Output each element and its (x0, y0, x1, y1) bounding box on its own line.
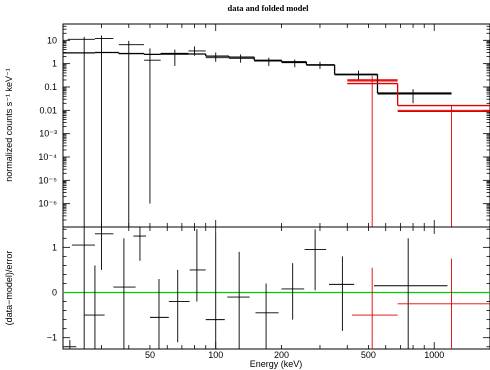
top-series-3 (347, 79, 490, 113)
top-series-0 (67, 35, 452, 227)
bottom-y-tick-marks (63, 228, 490, 348)
residual-point (281, 263, 305, 320)
data-point (144, 48, 161, 204)
data-point (160, 49, 189, 66)
top-y-tick-label: 10 (47, 35, 57, 45)
residual-point (255, 283, 279, 349)
residual-point (168, 269, 190, 343)
data-point (397, 106, 490, 227)
bottom-panel-frame (62, 226, 490, 350)
top-y-tick-label: 0.1 (44, 82, 57, 92)
residual-point (84, 265, 105, 349)
residual-point (351, 267, 398, 349)
top-y-tick-label: 10⁻⁴ (38, 152, 57, 162)
top-panel: 10 1 0.1 0.01 10⁻³ 10⁻⁴ 10⁻⁵ 10⁻⁶ (38, 23, 490, 228)
top-y-tick-label: 0.01 (39, 105, 57, 115)
x-axis-label: Energy (keV) (250, 359, 303, 369)
top-series-2 (63, 51, 452, 94)
top-y-axis-label: normalized counts s⁻¹ keV⁻¹ (4, 68, 14, 182)
bottom-y-axis-label: (data−model)/error (4, 251, 14, 326)
data-point (228, 54, 255, 63)
top-y-tick-label: 10⁻⁵ (39, 175, 58, 185)
bottom-y-tick-label: −1 (47, 333, 57, 343)
top-y-tick-marks (63, 23, 490, 228)
residual-point (113, 238, 136, 349)
data-point (281, 59, 307, 68)
residual-point (65, 339, 77, 349)
residual-point (205, 233, 225, 349)
top-y-tick-label: 10⁻⁶ (39, 199, 58, 209)
residual-point (397, 258, 490, 349)
x-tick-marks (62, 24, 435, 349)
data-point (377, 89, 452, 104)
top-panel-frame (62, 23, 490, 228)
bottom-y-tick-label: 1 (52, 242, 57, 252)
chart-title: data and folded model (228, 3, 310, 13)
residual-point (304, 229, 327, 291)
residual-series-0 (65, 227, 448, 349)
data-point (334, 70, 378, 80)
x-tick-label: 100 (208, 350, 223, 360)
bottom-y-tick-label: 0 (52, 288, 57, 298)
data-point (118, 40, 145, 227)
x-tick-label: 1000 (424, 350, 444, 360)
residual-point (149, 278, 169, 349)
bottom-panel: 1 0 −1 (47, 226, 490, 350)
data-point (254, 57, 282, 66)
data-point (347, 75, 398, 227)
residual-point (329, 256, 355, 331)
top-series-1 (347, 75, 490, 227)
x-tick-label: 50 (145, 350, 155, 360)
x-tick-label: 200 (274, 350, 289, 360)
residual-series-1 (351, 258, 490, 349)
residual-point (373, 238, 448, 349)
residual-point (133, 227, 147, 261)
x-tick-label: 500 (361, 350, 376, 360)
top-y-tick-label: 10⁻³ (39, 129, 57, 139)
data-point (67, 36, 95, 227)
residual-point (94, 227, 114, 270)
data-point (205, 52, 229, 62)
residual-point (72, 227, 95, 349)
data-point (94, 35, 114, 227)
residual-point (189, 229, 206, 302)
top-y-tick-label: 1 (52, 59, 57, 69)
residual-point (227, 251, 250, 349)
